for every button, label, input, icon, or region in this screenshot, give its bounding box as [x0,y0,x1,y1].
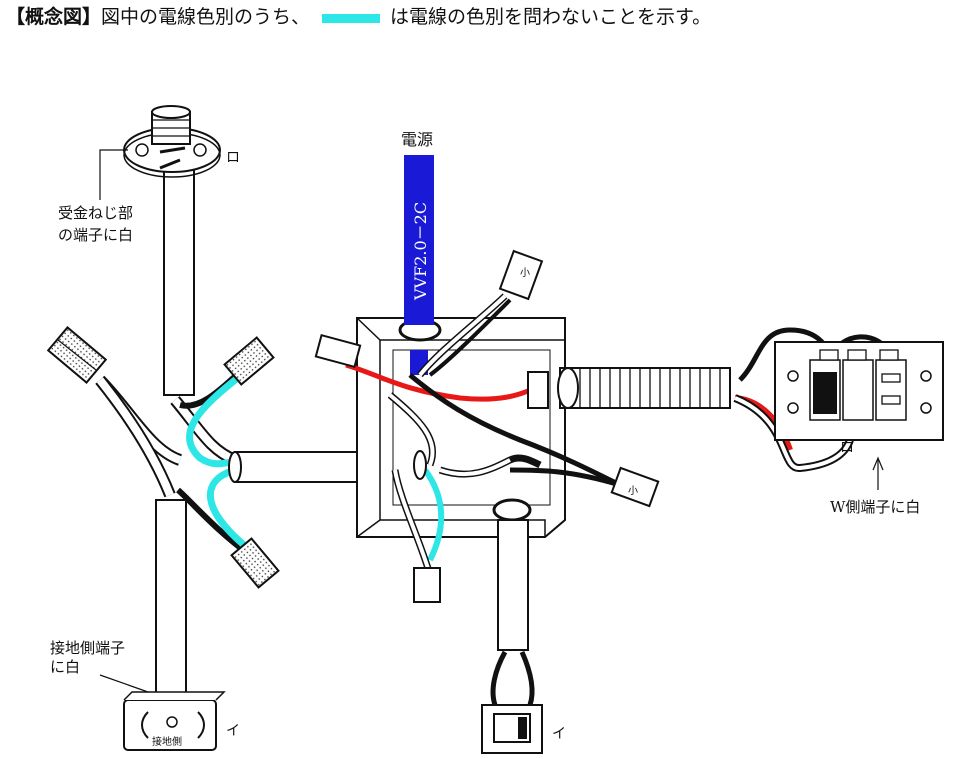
wire-connector-upper [223,336,275,386]
power-source-label: 電源 [401,130,433,149]
black-wire-box [408,373,622,488]
outlet-cable [155,499,187,701]
lamp-receptacle [123,105,221,396]
outlet-device [123,691,226,751]
lamp-note-leader [99,149,128,200]
switch-device [481,704,543,754]
left-branch-cables [95,375,238,498]
connector-left-box [314,333,362,369]
combo-mark-label: ロ [840,440,854,456]
cyan-wire-upper [186,365,253,468]
connector-bottom-box [413,567,441,603]
switch-mark-label: イ [552,726,566,742]
red-wire-box [345,362,537,402]
small-connector-right: 小 [610,466,660,508]
flexible-conduit [557,367,731,409]
outlet-mark-label: イ [226,723,240,739]
outlet-note-arrow [99,674,149,693]
box-connector-bottom [492,498,532,522]
wire-connector-lower [230,537,280,589]
small-connector-top: 小 [498,249,544,301]
svg-text:小: 小 [628,485,638,497]
junction-box [356,317,566,538]
header-text-before: 図中の電線色別のうち、 [101,6,311,28]
lamp-mark-label: ロ [226,150,240,166]
lamp-note-line1: 受金ねじ部 [58,204,133,222]
box-connector-right [527,371,549,409]
diagram-header: 【概念図】図中の電線色別のうち、 は電線の色別を問わないことを示す。 [6,2,711,29]
power-cable [404,155,434,325]
combo-switch-plate [774,341,944,441]
outlet-note-line1: 接地側端子 [50,639,125,657]
outlet-ground-label: 接地側 [152,735,182,748]
combo-note-label: W側端子に白 [830,498,920,516]
header-bracket-title: 【概念図】 [6,6,102,28]
outlet-note-line2: に白 [50,658,80,676]
cyan-wire-box [422,468,445,562]
header-text-after: は電線の色別を問わないことを示す。 [390,6,712,28]
lamp-note-line2: の端子に白 [58,226,133,244]
cable-spec-label: VVF2.0－2C [411,202,430,301]
wire-connector-left-top [46,326,108,384]
horizontal-cable [234,451,376,483]
switch-cable [497,519,529,651]
cyan-wire-lower [207,466,253,553]
svg-text:小: 小 [520,267,530,279]
color-swatch-legend [322,13,381,23]
